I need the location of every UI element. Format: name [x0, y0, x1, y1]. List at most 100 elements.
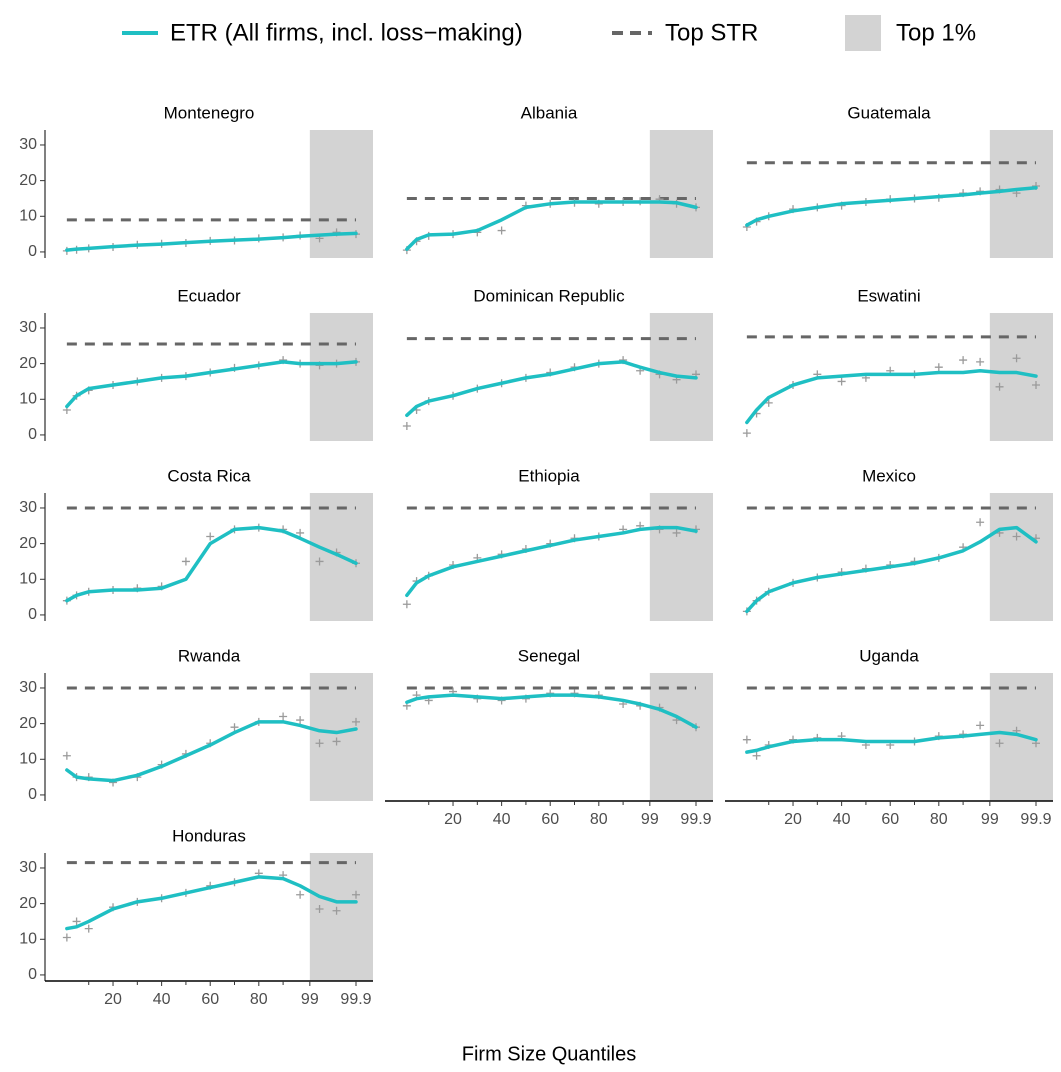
y-tick-label: 0: [28, 786, 37, 803]
data-point: [1012, 532, 1021, 541]
top-1pct-shade: [989, 130, 1053, 258]
top-1pct-shade: [309, 313, 373, 441]
etr-line: [65, 231, 358, 252]
data-point: [351, 717, 360, 726]
x-tick-label: 20: [104, 991, 122, 1008]
data-point: [279, 712, 288, 721]
y-tick-label: 30: [19, 319, 37, 336]
etr-line: [405, 360, 698, 418]
top-1pct-shade: [649, 493, 713, 621]
panel-title: Uganda: [859, 646, 919, 665]
panel-title: Montenegro: [164, 103, 255, 122]
panel-title: Mexico: [862, 466, 916, 485]
data-point: [315, 557, 324, 566]
data-point: [959, 356, 968, 365]
data-point: [764, 398, 773, 407]
data-point: [837, 377, 846, 386]
data-point: [995, 739, 1004, 748]
y-tick-label: 10: [19, 208, 37, 225]
etr-line: [745, 525, 1038, 614]
top-1pct-shade: [989, 313, 1053, 441]
data-point: [752, 751, 761, 760]
panel-title: Rwanda: [178, 646, 241, 665]
x-tick-label: 99.9: [340, 991, 371, 1008]
x-tick-label: 40: [493, 811, 511, 828]
y-tick-label: 30: [19, 679, 37, 696]
y-tick-label: 30: [19, 136, 37, 153]
y-tick-label: 0: [28, 426, 37, 443]
data-point: [402, 422, 411, 431]
x-tick-label: 20: [444, 811, 462, 828]
etr-line: [745, 369, 1038, 425]
data-point: [1012, 354, 1021, 363]
etr-line: [405, 525, 698, 598]
y-tick-label: 10: [19, 571, 37, 588]
panel-title: Honduras: [172, 826, 246, 845]
x-tick-label: 60: [541, 811, 559, 828]
panel-title: Dominican Republic: [473, 286, 625, 305]
y-tick-label: 0: [28, 606, 37, 623]
data-point: [351, 890, 360, 899]
y-tick-label: 20: [19, 535, 37, 552]
x-tick-label: 20: [784, 811, 802, 828]
y-tick-label: 30: [19, 499, 37, 516]
y-tick-label: 20: [19, 715, 37, 732]
data-point: [976, 518, 985, 527]
etr-line: [65, 525, 358, 603]
legend-shade-swatch: [845, 15, 881, 51]
legend-label: ETR (All firms, incl. loss−making): [170, 19, 523, 46]
x-tick-label: 60: [881, 811, 899, 828]
data-point: [315, 904, 324, 913]
panel-title: Eswatini: [857, 286, 920, 305]
panel-title: Ecuador: [177, 286, 241, 305]
panel-title: Senegal: [518, 646, 580, 665]
y-tick-label: 0: [28, 966, 37, 983]
data-point: [934, 363, 943, 372]
data-point: [742, 429, 751, 438]
data-point: [497, 226, 506, 235]
data-point: [84, 924, 93, 933]
y-tick-label: 10: [19, 931, 37, 948]
data-point: [230, 723, 239, 732]
x-tick-label: 99.9: [680, 811, 711, 828]
etr-line: [745, 186, 1038, 227]
etr-line: [745, 730, 1038, 754]
data-point: [72, 917, 81, 926]
data-point: [332, 737, 341, 746]
data-point: [62, 933, 71, 942]
x-tick-label: 40: [153, 991, 171, 1008]
x-tick-label: 80: [930, 811, 948, 828]
legend-label: Top 1%: [896, 19, 976, 46]
x-tick-label: 99: [641, 811, 659, 828]
x-axis-title: Firm Size Quantiles: [462, 1043, 637, 1065]
data-point: [296, 528, 305, 537]
data-point: [315, 739, 324, 748]
data-point: [296, 890, 305, 899]
data-point: [1031, 381, 1040, 390]
x-tick-label: 80: [250, 991, 268, 1008]
data-point: [62, 751, 71, 760]
etr-line: [65, 720, 358, 783]
panel-title: Guatemala: [847, 103, 931, 122]
legend-label: Top STR: [665, 19, 758, 46]
etr-line: [65, 875, 358, 931]
top-1pct-shade: [649, 673, 713, 801]
top-1pct-shade: [309, 853, 373, 981]
data-point: [742, 735, 751, 744]
y-tick-label: 20: [19, 172, 37, 189]
etr-line: [65, 360, 358, 409]
panel-title: Costa Rica: [167, 466, 251, 485]
etr-line: [405, 200, 698, 251]
top-1pct-shade: [649, 130, 713, 258]
y-tick-label: 20: [19, 355, 37, 372]
y-tick-label: 0: [28, 243, 37, 260]
data-point: [976, 357, 985, 366]
data-point: [181, 557, 190, 566]
y-tick-label: 30: [19, 859, 37, 876]
y-tick-label: 10: [19, 391, 37, 408]
panel-title: Ethiopia: [518, 466, 580, 485]
x-tick-label: 99.9: [1020, 811, 1051, 828]
x-tick-label: 60: [201, 991, 219, 1008]
